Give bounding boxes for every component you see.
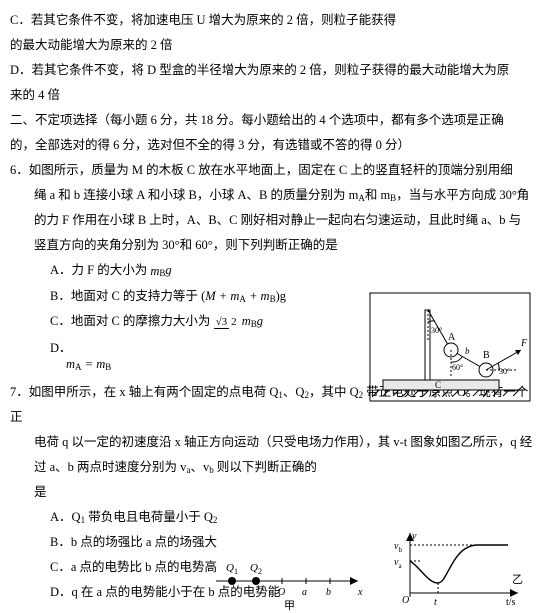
svg-text:va: va bbox=[394, 557, 402, 570]
opt-d-line2: 来的 4 倍 bbox=[10, 83, 535, 108]
opt-d-line1: D．若其它条件不变，将 D 型盒的半径增大为原来的 2 倍，则粒子获得的最大动能… bbox=[10, 58, 535, 83]
svg-text:C: C bbox=[435, 380, 441, 390]
section2-line2: 的，全部选对的得 6 分，选对但不全的得 3 分，有选错或不答的得 0 分） bbox=[10, 133, 535, 158]
svg-text:O: O bbox=[278, 587, 285, 598]
q7-line3: 过 a、b 两点时速度分别为 va、vb 则以下判断正确的 bbox=[10, 455, 535, 480]
svg-text:B: B bbox=[483, 350, 490, 361]
q6-line1: 6．如图所示，质量为 M 的木板 C 放在水平地面上，固定在 C 上的竖直轻杆的… bbox=[10, 158, 535, 183]
q7-line4: 是 bbox=[10, 480, 535, 505]
svg-text:b: b bbox=[465, 346, 470, 356]
q6-options-block: A．力 F 的大小为 mBg B．地面对 C 的支持力等于 (M + mA + … bbox=[10, 258, 535, 380]
q6-line4: 竖直方向的夹角分别为 30°和 60°，则下列判断正确的是 bbox=[10, 233, 535, 258]
svg-text:x: x bbox=[357, 587, 363, 598]
svg-text:30°: 30° bbox=[431, 326, 442, 335]
svg-text:Q1: Q1 bbox=[226, 562, 238, 576]
svg-text:t/s: t/s bbox=[506, 597, 516, 608]
svg-text:O: O bbox=[402, 595, 409, 606]
svg-text:F: F bbox=[520, 338, 528, 349]
svg-text:甲: 甲 bbox=[284, 600, 295, 611]
svg-text:vb: vb bbox=[394, 541, 402, 554]
svg-text:乙: 乙 bbox=[512, 573, 523, 586]
q6-line3: 的力 F 作用在小球 B 上时，A、B、C 刚好相对静止一起向右匀速运动，且此时… bbox=[10, 208, 535, 233]
opt-c-line1: C．若其它条件不变，将加速电压 U 增大为原来的 2 倍，则粒子能获得 bbox=[10, 8, 535, 33]
svg-text:30°: 30° bbox=[499, 367, 510, 376]
svg-text:b: b bbox=[326, 587, 331, 598]
svg-text:a: a bbox=[302, 587, 307, 598]
svg-text:v: v bbox=[412, 531, 417, 542]
q6-option-a: A．力 F 的大小为 mBg bbox=[10, 258, 535, 284]
q7-figure-yi: v vb va O t t/s 乙 bbox=[390, 527, 530, 611]
q7-figure-jia: Q1 Q2 O a b x 甲 bbox=[210, 547, 370, 611]
opt-c-line2: 的最大动能增大为原来的 2 倍 bbox=[10, 33, 535, 58]
svg-text:t: t bbox=[434, 597, 437, 608]
section2-line1: 二、不定项选择（每小题 6 分，共 18 分。每小题给出的 4 个选项中，都有多… bbox=[10, 108, 535, 133]
svg-text:60°: 60° bbox=[452, 363, 463, 372]
q6-line2: 绳 a 和 b 连接小球 A 和小球 B，小球 A、B 的质量分别为 mA和 m… bbox=[10, 183, 535, 208]
q6-figure: C A B F 30° 60° 30° b bbox=[369, 292, 531, 402]
svg-text:Q2: Q2 bbox=[250, 562, 262, 576]
svg-text:A: A bbox=[448, 332, 456, 343]
q7-line2: 电荷 q 以一定的初速度沿 x 轴正方向运动（只受电场力作用），其 v-t 图象… bbox=[10, 430, 535, 455]
q7-options-block: 是 A．Q1 带负电且电荷量小于 Q2 B．b 点的场强比 a 点的场强大 C．… bbox=[10, 480, 535, 605]
